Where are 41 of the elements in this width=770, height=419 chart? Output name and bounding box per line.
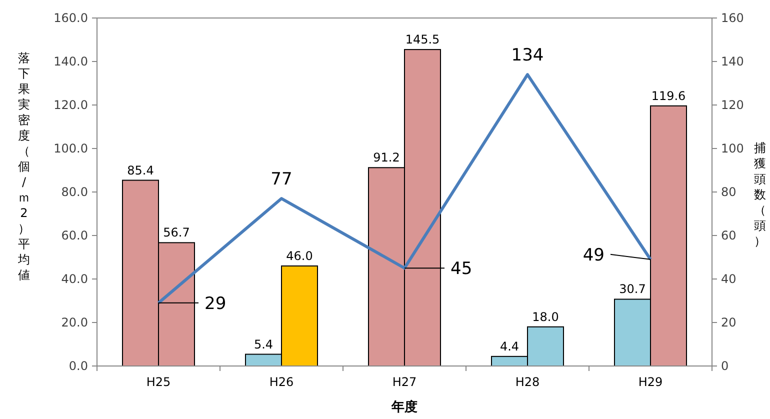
x-tick-label: H29: [638, 375, 663, 389]
data-label: 29: [204, 294, 226, 314]
y-tick-label: 0.0: [68, 359, 88, 373]
x-tick-label: H28: [515, 375, 540, 389]
data-label: 85.4: [127, 163, 154, 178]
data-label: 145.5: [405, 32, 440, 47]
y2-tick-label: 140: [721, 54, 744, 68]
y-tick-label: 40.0: [61, 272, 88, 286]
x-tick-label: H26: [269, 375, 294, 389]
data-label: 18.0: [532, 310, 559, 324]
data-label: 119.6: [651, 88, 686, 103]
data-label: 56.7: [163, 226, 190, 240]
y2-tick-label: 120: [721, 98, 744, 112]
data-label: 77: [270, 170, 292, 190]
data-label: 45: [450, 259, 472, 280]
data-label: 4.4: [500, 339, 520, 354]
y2-tick-label: 160: [721, 11, 744, 25]
data-label: 134: [511, 46, 544, 66]
x-tick-label: H25: [146, 375, 171, 389]
data-label: 5.4: [254, 337, 274, 352]
y-tick-label: 60.0: [61, 228, 88, 242]
y2-tick-label: 20: [721, 316, 736, 330]
y2-tick-label: 100: [721, 142, 744, 156]
data-label: 46.0: [286, 248, 313, 263]
y2-tick-label: 40: [721, 272, 736, 286]
y2-axis-title: 捕獲頭数（頭）: [754, 141, 766, 248]
data-label: 30.7: [619, 282, 646, 296]
data-label: 49: [582, 245, 604, 266]
y-tick-label: 140.0: [54, 54, 88, 68]
text: 落下果実密度（個/ｍ2）平均値: [18, 51, 30, 282]
y-tick-label: 80.0: [61, 185, 88, 199]
x-tick-label: H27: [392, 375, 417, 389]
y-tick-label: 160.0: [54, 11, 88, 25]
y-tick-label: 20.0: [61, 316, 88, 330]
y2-tick-label: 60: [721, 228, 736, 242]
data-label: 91.2: [373, 150, 400, 165]
x-axis-title: 年度: [390, 399, 418, 415]
y2-tick-label: 80: [721, 185, 736, 199]
y-tick-label: 100.0: [54, 142, 88, 156]
y-tick-label: 120.0: [54, 98, 88, 112]
y2-tick-label: 0: [721, 359, 729, 373]
